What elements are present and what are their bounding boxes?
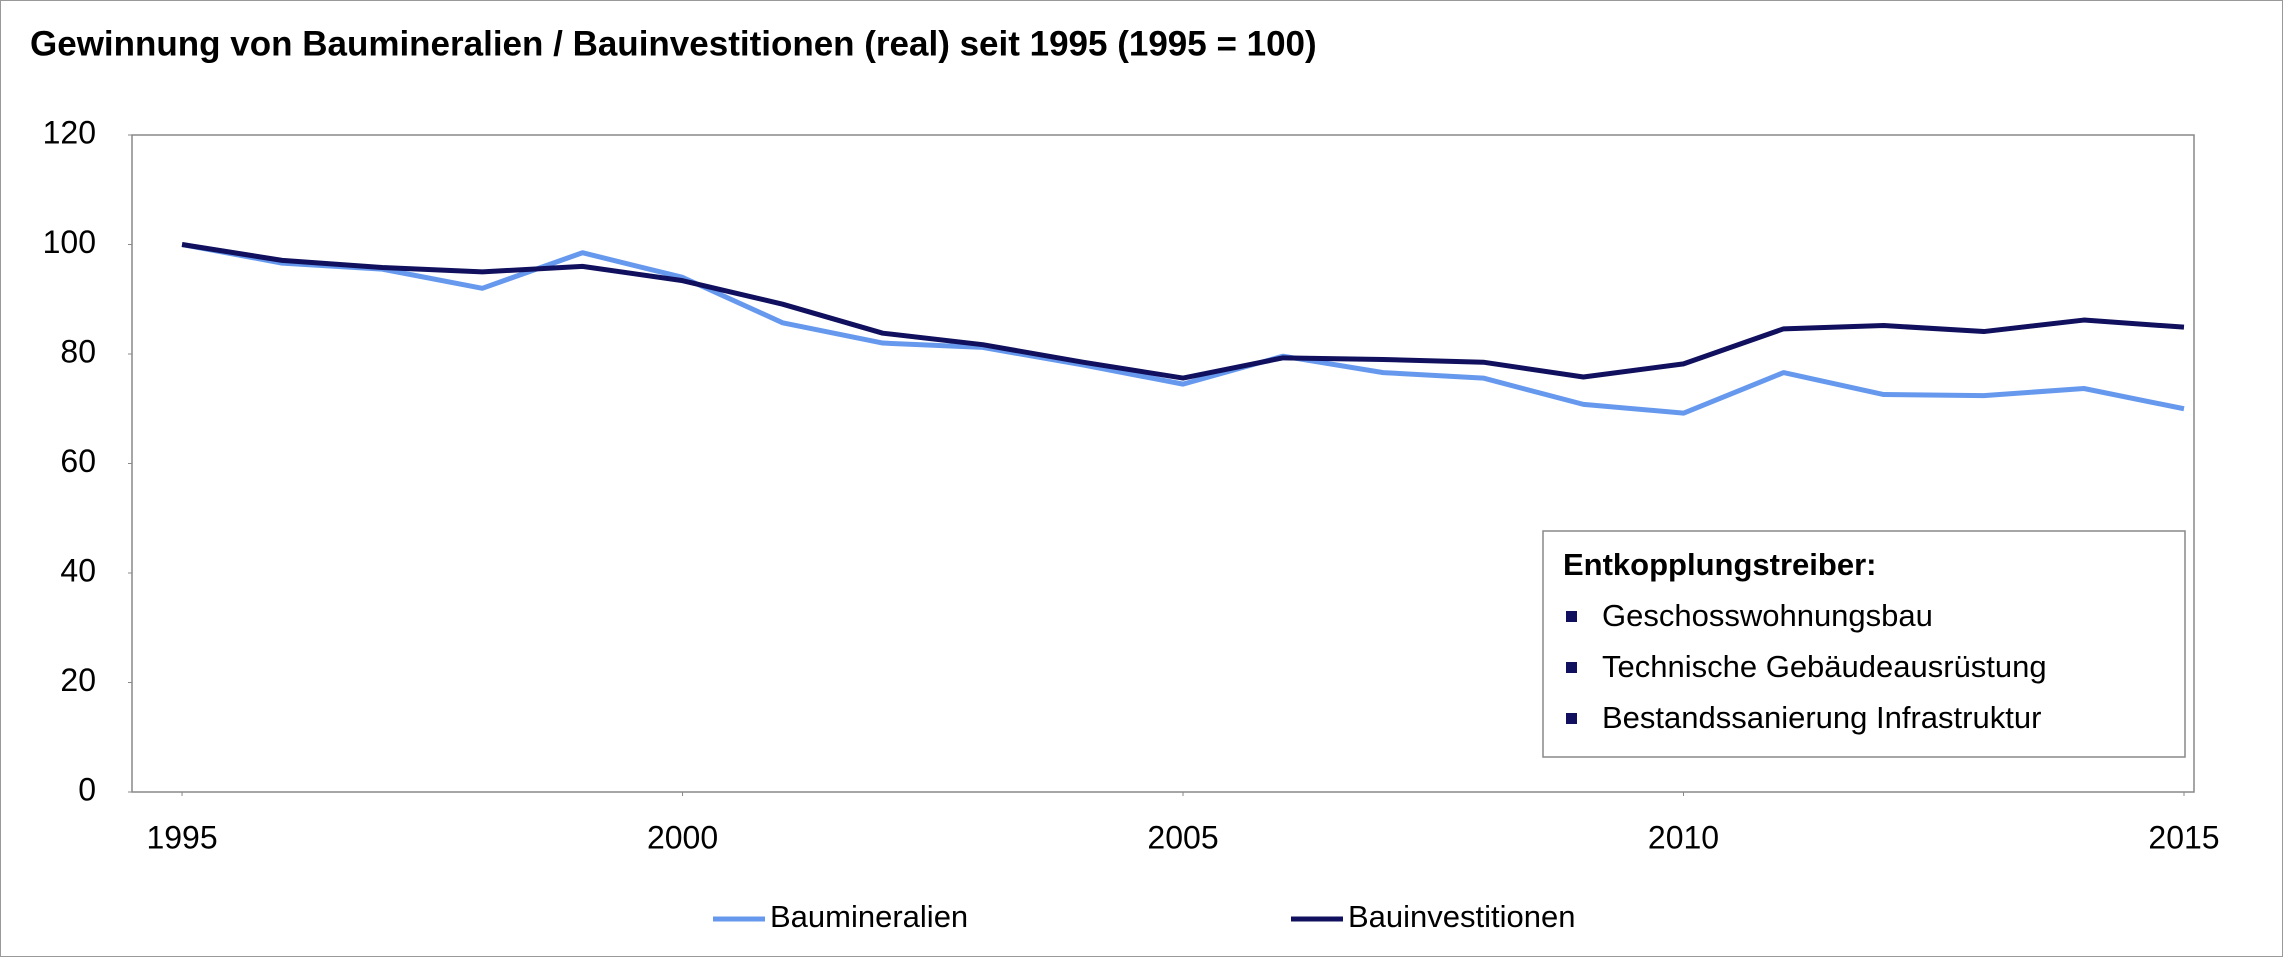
y-tick-label: 80 — [60, 333, 96, 369]
annotation-box — [1542, 530, 2186, 758]
x-tick-label: 2005 — [1147, 819, 1218, 855]
chart-title: Gewinnung von Baumineralien / Bauinvesti… — [30, 24, 1317, 63]
series-line — [181, 242, 2185, 416]
annotation-bullet — [1566, 713, 1577, 724]
y-tick-label: 60 — [60, 443, 96, 479]
y-tick-label: 100 — [43, 224, 96, 260]
x-tick-label: 1995 — [146, 819, 217, 855]
annotation-bullet — [1566, 611, 1577, 622]
y-tick-label: 20 — [60, 662, 96, 698]
annotation-item: Geschosswohnungsbau — [1602, 598, 1933, 633]
y-tick-label: 120 — [43, 114, 96, 150]
x-tick-label: 2015 — [2148, 819, 2219, 855]
legend-label: Baumineralien — [770, 899, 968, 934]
annotation-title: Entkopplungstreiber: — [1563, 547, 1876, 582]
annotation-item: Technische Gebäudeausrüstung — [1602, 649, 2047, 684]
annotation-bullet — [1566, 662, 1577, 673]
x-tick-label: 2010 — [1648, 819, 1719, 855]
y-tick-label: 0 — [78, 771, 96, 807]
legend-label: Bauinvestitionen — [1348, 899, 1576, 934]
annotation-item: Bestandssanierung Infrastruktur — [1602, 700, 2041, 735]
x-tick-label: 2000 — [647, 819, 718, 855]
y-tick-label: 40 — [60, 552, 96, 588]
series-line — [181, 242, 2185, 381]
